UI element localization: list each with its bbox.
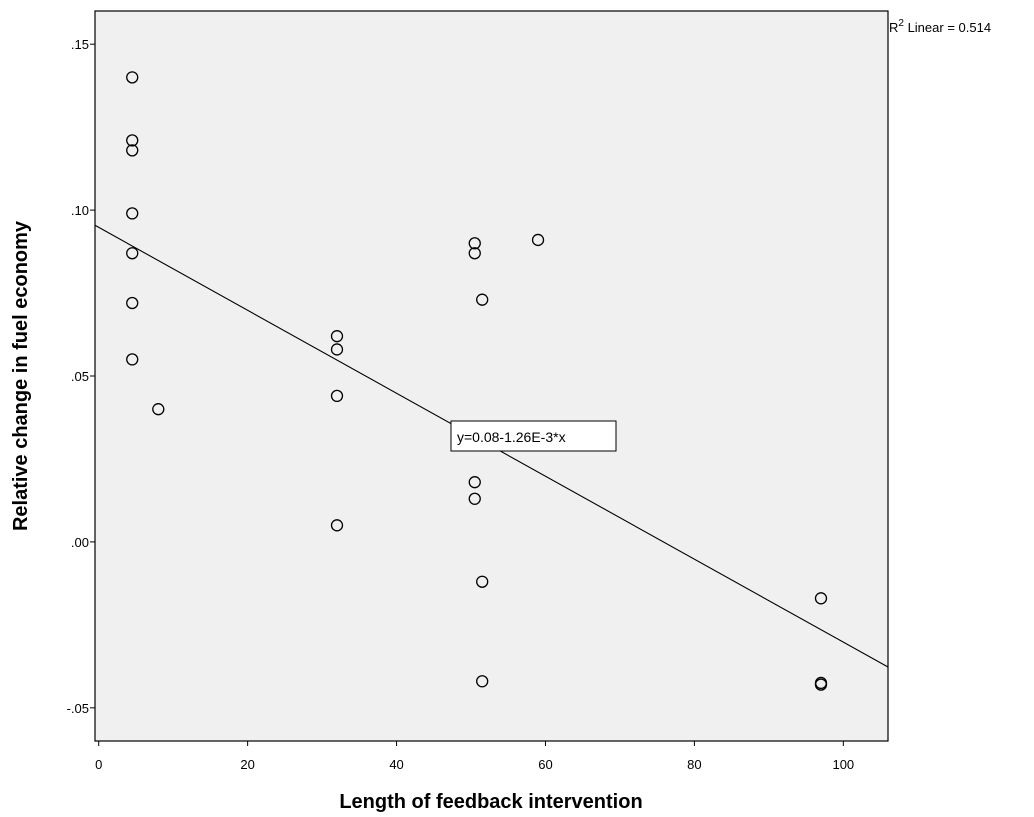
data-point xyxy=(126,71,139,84)
equation-box-frame xyxy=(450,420,617,452)
y-tick-label: .15 xyxy=(71,37,89,52)
x-axis: 0 20 40 60 80 100 xyxy=(95,741,854,772)
equation-label: y=0.08-1.26E-3*x xyxy=(457,429,566,445)
x-tick-label: 40 xyxy=(389,757,403,772)
equation-label-box: y=0.08-1.26E-3*x xyxy=(450,420,617,452)
plot-area xyxy=(94,10,889,742)
data-point xyxy=(152,403,165,416)
data-point xyxy=(476,575,489,588)
data-point xyxy=(126,144,139,157)
data-point xyxy=(531,233,545,247)
data-point xyxy=(126,134,139,147)
data-point xyxy=(468,476,481,489)
data-point xyxy=(330,343,344,356)
data-point xyxy=(126,247,139,260)
data-point xyxy=(126,207,139,220)
data-point xyxy=(468,247,481,260)
x-axis-title: Length of feedback intervention xyxy=(339,791,642,813)
data-point xyxy=(468,237,481,250)
y-tick-label: .00 xyxy=(71,535,89,550)
x-tick-label: 0 xyxy=(95,757,102,772)
data-point xyxy=(126,353,139,366)
data-point xyxy=(814,592,828,605)
data-point xyxy=(330,389,344,403)
data-point xyxy=(330,519,344,532)
y-axis-title: Relative change in fuel economy xyxy=(10,220,32,531)
data-point xyxy=(330,330,344,343)
y-tick-label: .05 xyxy=(71,369,89,384)
y-axis: -.05 .00 .05 .10 .15 xyxy=(67,37,95,716)
data-point xyxy=(126,296,139,310)
data-point xyxy=(476,675,489,688)
y-tick-label: -.05 xyxy=(67,701,89,716)
x-tick-label: 20 xyxy=(240,757,254,772)
x-tick-label: 80 xyxy=(687,757,701,772)
x-tick-label: 100 xyxy=(832,757,854,772)
data-points xyxy=(126,71,828,691)
x-tick-label: 60 xyxy=(538,757,552,772)
data-point xyxy=(814,676,828,690)
r-squared-label: R2 Linear = 0.514 xyxy=(889,18,991,35)
y-tick-label: .10 xyxy=(71,203,89,218)
data-point xyxy=(476,293,489,306)
data-point xyxy=(468,492,481,505)
